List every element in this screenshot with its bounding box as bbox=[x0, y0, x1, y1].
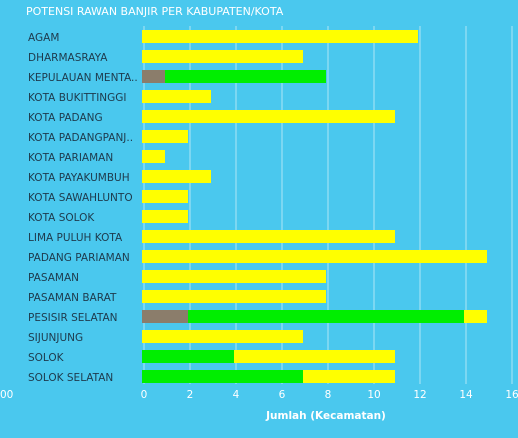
bar-segment[interactable] bbox=[142, 150, 165, 163]
category-label: KEPULAUAN MENTA.. bbox=[28, 72, 138, 84]
x-tick-label: 2 bbox=[187, 389, 194, 401]
x-tick-label: 12 bbox=[413, 389, 426, 401]
x-tick-label: 10 bbox=[367, 389, 380, 401]
bar-segment[interactable] bbox=[142, 370, 303, 383]
bar-segment[interactable] bbox=[142, 110, 395, 123]
category-label: KOTA PADANGPANJ.. bbox=[28, 132, 133, 144]
category-labels: AGAM DHARMASRAYA KEPULAUAN MENTA.. KOTA BUK… bbox=[28, 32, 138, 384]
category-label: PASAMAN BARAT bbox=[28, 292, 117, 304]
bar-segment[interactable] bbox=[165, 70, 326, 83]
x-axis-title: Jumlah (Kecamatan) bbox=[265, 410, 386, 422]
category-label: PESISIR SELATAN bbox=[28, 312, 118, 324]
bar-segment[interactable] bbox=[142, 190, 188, 203]
x-tick-label: 16 bbox=[505, 389, 518, 401]
x-tick-labels: 0 2 4 6 8 10 12 14 16 00 bbox=[0, 389, 518, 401]
bars bbox=[142, 30, 487, 383]
bar-segment[interactable] bbox=[234, 350, 395, 363]
category-label: SOLOK SELATAN bbox=[28, 372, 113, 384]
bar-segment[interactable] bbox=[142, 330, 303, 343]
category-label: AGAM bbox=[28, 32, 59, 44]
x-tick-label: 4 bbox=[233, 389, 240, 401]
bar-segment[interactable] bbox=[142, 270, 326, 283]
category-label: PASAMAN bbox=[28, 272, 79, 284]
category-label: SIJUNJUNG bbox=[28, 332, 83, 344]
gridlines bbox=[143, 26, 513, 384]
bar-segment[interactable] bbox=[464, 310, 487, 323]
bar-segment[interactable] bbox=[142, 250, 487, 263]
bar-segment[interactable] bbox=[142, 130, 188, 143]
bar-segment[interactable] bbox=[142, 90, 211, 103]
bar-segment[interactable] bbox=[188, 310, 464, 323]
bar-segment[interactable] bbox=[303, 370, 395, 383]
x-tick-label: 8 bbox=[325, 389, 332, 401]
category-label: SOLOK bbox=[28, 352, 65, 364]
category-label: DHARMASRAYA bbox=[28, 52, 108, 64]
category-label: KOTA SAWAHLUNTO bbox=[28, 192, 133, 204]
chart-title: POTENSI RAWAN BANJIR PER KABUPATEN/KOTA bbox=[26, 5, 284, 18]
bar-segment[interactable] bbox=[142, 310, 188, 323]
category-label: KOTA SOLOK bbox=[28, 212, 95, 224]
x-tick-label: 6 bbox=[279, 389, 286, 401]
category-label: KOTA PAYAKUMBUH bbox=[28, 172, 130, 184]
bar-segment[interactable] bbox=[142, 50, 303, 63]
bar-segment[interactable] bbox=[142, 170, 211, 183]
bar-segment[interactable] bbox=[142, 290, 326, 303]
bar-segment[interactable] bbox=[142, 70, 165, 83]
category-label: KOTA PADANG bbox=[28, 112, 103, 124]
category-label: KOTA BUKITTINGGI bbox=[28, 92, 127, 104]
bar-segment[interactable] bbox=[142, 30, 418, 43]
category-label: KOTA PARIAMAN bbox=[28, 152, 113, 164]
category-label: PADANG PARIAMAN bbox=[28, 252, 130, 264]
x-tick-label: 14 bbox=[459, 389, 473, 401]
bar-segment[interactable] bbox=[142, 350, 234, 363]
bar-segment[interactable] bbox=[142, 210, 188, 223]
bar-segment[interactable] bbox=[142, 230, 395, 243]
x-tick-label: 0 bbox=[141, 389, 148, 401]
x-tick-label: 00 bbox=[0, 389, 13, 401]
category-label: LIMA PULUH KOTA bbox=[28, 232, 123, 244]
